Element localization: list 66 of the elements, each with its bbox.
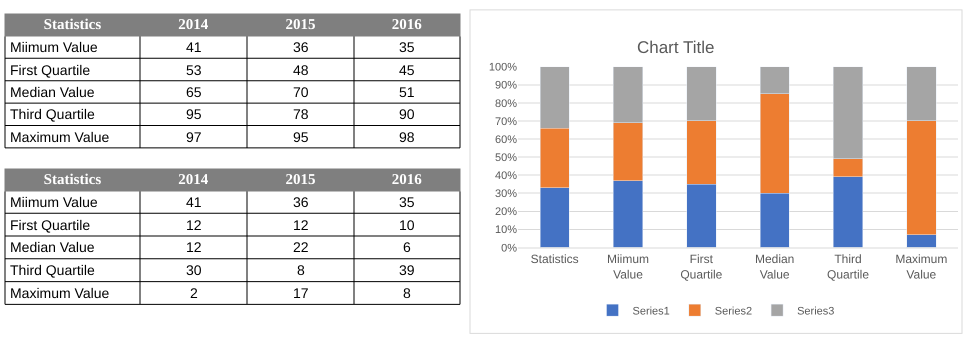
legend-label: Series3 bbox=[797, 305, 834, 318]
y-tick-label: 0% bbox=[501, 242, 518, 254]
data-label: 45 bbox=[399, 62, 415, 78]
data-label: 98 bbox=[399, 129, 415, 145]
data-label: 90 bbox=[399, 106, 415, 122]
chart-title: Chart Title bbox=[637, 38, 714, 57]
data-label: 6 bbox=[403, 239, 411, 255]
x-tick-label: Statistics bbox=[530, 252, 579, 266]
data-label: 22 bbox=[293, 239, 309, 255]
y-tick-label: 10% bbox=[494, 224, 518, 236]
data-label: 97 bbox=[186, 129, 202, 145]
x-tick-label: 2014 bbox=[178, 172, 209, 188]
x-tick-label: 2016 bbox=[392, 17, 422, 33]
x-tick-label: 2016 bbox=[392, 172, 422, 188]
y-tick-label: 20% bbox=[494, 206, 518, 218]
legend-label: Series2 bbox=[714, 305, 752, 318]
data-label: 78 bbox=[293, 106, 309, 122]
y-tick-label: 80% bbox=[494, 98, 518, 110]
x-tick-label: First Quartile bbox=[680, 252, 723, 282]
y-tick-label: Median Value bbox=[10, 84, 95, 100]
data-label: 65 bbox=[186, 84, 202, 100]
data-label: 41 bbox=[186, 194, 202, 210]
y-tick-label: 70% bbox=[494, 116, 518, 128]
data-label: 8 bbox=[403, 285, 411, 301]
legend-label: Series1 bbox=[632, 305, 670, 318]
x-tick-label: 2015 bbox=[286, 17, 316, 33]
data-label: 39 bbox=[399, 262, 415, 278]
y-tick-label: 90% bbox=[494, 80, 518, 92]
data-label: 12 bbox=[186, 239, 202, 255]
data-label: 35 bbox=[399, 194, 415, 210]
data-label: 95 bbox=[293, 129, 309, 145]
data-label: 12 bbox=[186, 217, 202, 233]
y-tick-label: Third Quartile bbox=[10, 106, 96, 122]
y-tick-label: Maximum Value bbox=[10, 285, 110, 301]
data-label: 17 bbox=[293, 285, 309, 301]
y-tick-label: 60% bbox=[494, 134, 518, 146]
data-label: 35 bbox=[399, 39, 415, 55]
y-tick-label: 100% bbox=[488, 62, 518, 74]
x-tick-label: Maximum Value bbox=[895, 252, 948, 282]
y-tick-label: Miimum Value bbox=[10, 194, 98, 210]
data-label: 8 bbox=[297, 262, 305, 278]
y-tick-label: Maximum Value bbox=[10, 129, 110, 145]
data-label: 41 bbox=[186, 39, 202, 55]
data-label: 36 bbox=[293, 39, 309, 55]
data-label: 51 bbox=[399, 84, 415, 100]
y-tick-label: 30% bbox=[494, 188, 518, 200]
y-tick-label: 40% bbox=[494, 170, 518, 182]
data-label: 53 bbox=[186, 62, 202, 78]
data-label: 30 bbox=[186, 262, 202, 278]
x-tick-label: Third Quartile bbox=[826, 252, 870, 282]
y-tick-label: First Quartile bbox=[10, 62, 90, 78]
y-tick-label: First Quartile bbox=[10, 217, 90, 233]
data-label: 36 bbox=[293, 194, 309, 210]
y-tick-label: Median Value bbox=[10, 239, 95, 255]
x-tick-label: 2015 bbox=[286, 172, 316, 188]
data-label: 48 bbox=[293, 62, 309, 78]
data-label: 70 bbox=[293, 84, 309, 100]
data-label: 95 bbox=[186, 106, 202, 122]
y-tick-label: Miimum Value bbox=[10, 39, 98, 55]
data-label: 12 bbox=[293, 217, 309, 233]
x-tick-label: 2014 bbox=[178, 17, 209, 33]
data-label: 2 bbox=[190, 285, 198, 301]
data-label: 10 bbox=[399, 217, 415, 233]
x-tick-label: Median Value bbox=[754, 252, 794, 282]
y-tick-label: 50% bbox=[494, 152, 518, 164]
x-tick-label: Miimum Value bbox=[607, 252, 649, 282]
